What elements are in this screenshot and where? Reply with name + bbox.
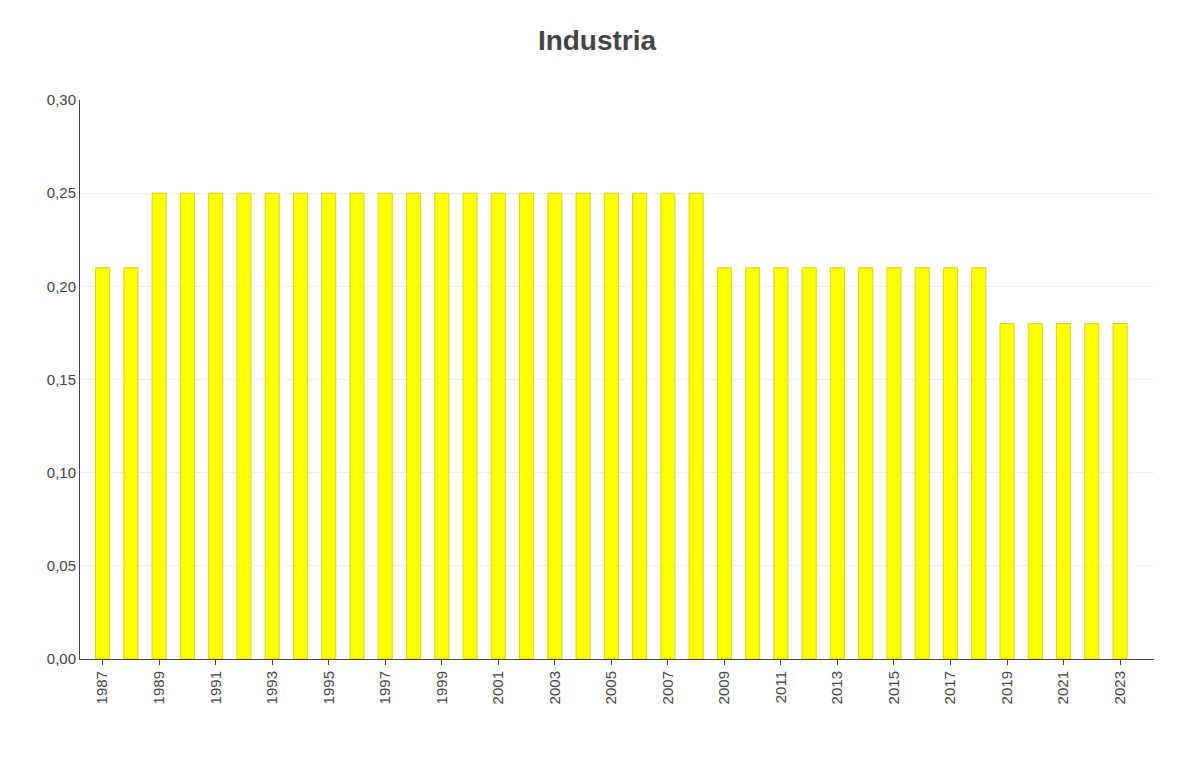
svg-text:1991: 1991 — [207, 671, 224, 704]
svg-text:2011: 2011 — [772, 671, 789, 703]
svg-text:2015: 2015 — [885, 671, 902, 704]
svg-text:0,30: 0,30 — [47, 91, 76, 108]
svg-text:0,25: 0,25 — [47, 184, 76, 201]
svg-text:2019: 2019 — [998, 671, 1015, 704]
svg-text:2023: 2023 — [1111, 671, 1128, 704]
svg-text:1993: 1993 — [263, 671, 280, 704]
svg-text:1997: 1997 — [376, 671, 393, 704]
svg-text:1987: 1987 — [93, 671, 110, 704]
svg-text:1999: 1999 — [433, 671, 450, 704]
svg-text:Industria: Industria — [538, 25, 657, 56]
svg-text:2007: 2007 — [659, 671, 676, 704]
svg-text:1989: 1989 — [150, 671, 167, 704]
svg-text:2017: 2017 — [941, 671, 958, 704]
svg-text:2021: 2021 — [1054, 671, 1071, 704]
svg-text:0,00: 0,00 — [47, 650, 76, 667]
svg-text:2003: 2003 — [546, 671, 563, 704]
svg-text:0,05: 0,05 — [47, 557, 76, 574]
svg-text:2013: 2013 — [828, 671, 845, 704]
svg-text:0,15: 0,15 — [47, 371, 76, 388]
svg-text:1995: 1995 — [320, 671, 337, 704]
svg-text:2001: 2001 — [489, 671, 506, 704]
svg-text:2005: 2005 — [602, 671, 619, 704]
svg-text:0,20: 0,20 — [47, 278, 76, 295]
svg-text:0,10: 0,10 — [47, 464, 76, 481]
svg-text:2009: 2009 — [715, 671, 732, 704]
